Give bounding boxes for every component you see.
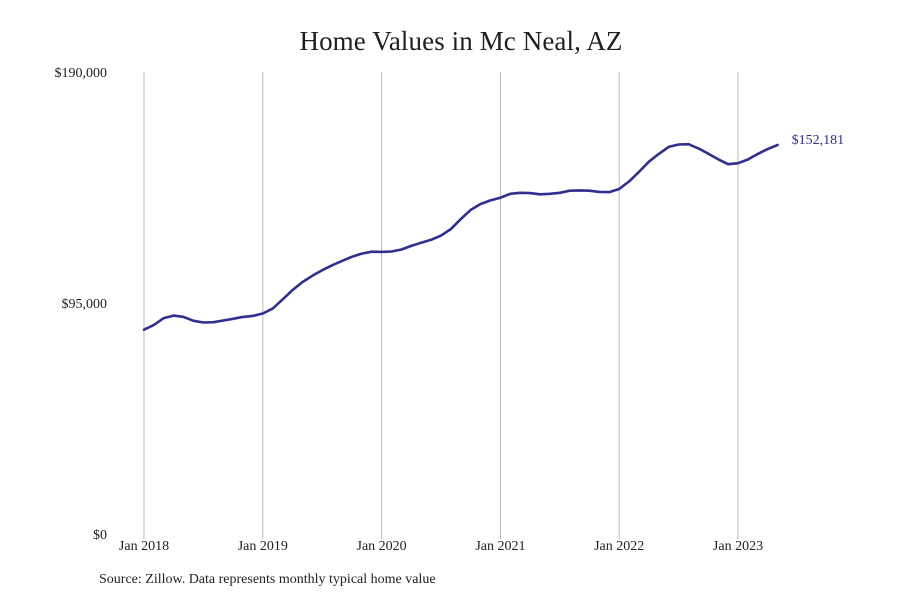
data-point: [648, 161, 650, 163]
series-layer: [142, 142, 779, 332]
data-point: [450, 228, 452, 230]
x-tick-label: Jan 2019: [238, 539, 288, 554]
data-point: [173, 314, 175, 316]
data-point: [737, 162, 739, 164]
data-point: [440, 234, 442, 236]
chart-title: Home Values in Mc Neal, AZ: [299, 26, 623, 56]
data-point: [767, 148, 769, 150]
data-point: [489, 199, 491, 201]
data-point: [519, 192, 521, 194]
data-point: [747, 158, 749, 160]
data-point: [291, 289, 293, 291]
data-point: [776, 144, 778, 146]
data-point: [420, 242, 422, 244]
data-point: [232, 318, 234, 320]
grid-layer: [143, 72, 739, 539]
data-point: [628, 180, 630, 182]
data-point: [539, 193, 541, 195]
data-point: [658, 153, 660, 155]
y-tick-label: $0: [93, 528, 107, 543]
x-axis-ticks: Jan 2018 Jan 2019 Jan 2020 Jan 2021 Jan 2022…: [119, 539, 763, 554]
data-point: [361, 252, 363, 254]
data-point: [182, 316, 184, 318]
data-point: [400, 248, 402, 250]
data-point: [668, 146, 670, 148]
data-point: [390, 250, 392, 252]
series-line: [142, 142, 779, 332]
data-point: [262, 312, 264, 314]
data-point: [281, 298, 283, 300]
end-value-label: $152,181: [792, 133, 845, 148]
data-point: [460, 218, 462, 220]
data-point: [588, 190, 590, 192]
data-point: [529, 192, 531, 194]
data-point: [163, 317, 165, 319]
x-tick-label: Jan 2018: [119, 539, 169, 554]
end-label-layer: $152,181: [792, 133, 845, 148]
data-point: [707, 153, 709, 155]
data-point: [470, 209, 472, 211]
data-point: [727, 163, 729, 165]
x-tick-label: Jan 2021: [475, 539, 525, 554]
y-tick-label: $190,000: [55, 66, 108, 81]
data-point: [301, 281, 303, 283]
data-point: [697, 147, 699, 149]
data-point: [252, 315, 254, 317]
x-tick-label: Jan 2020: [357, 539, 407, 554]
data-point: [430, 239, 432, 241]
data-point: [192, 320, 194, 322]
data-point: [479, 203, 481, 205]
data-point: [559, 192, 561, 194]
data-point: [371, 251, 373, 253]
data-point: [380, 251, 382, 253]
data-point: [153, 324, 155, 326]
data-point: [341, 260, 343, 262]
x-tick-label: Jan 2023: [713, 539, 763, 554]
data-point: [222, 319, 224, 321]
data-point: [202, 321, 204, 323]
data-point: [499, 197, 501, 199]
data-point: [272, 307, 274, 309]
data-point: [608, 191, 610, 193]
data-point: [677, 143, 679, 145]
y-axis-ticks: $190,000 $95,000 $0: [55, 66, 108, 543]
data-point: [410, 245, 412, 247]
data-point: [598, 191, 600, 193]
data-point: [717, 158, 719, 160]
data-point: [321, 269, 323, 271]
data-point: [242, 316, 244, 318]
y-tick-label: $95,000: [62, 297, 108, 312]
data-point: [687, 143, 689, 145]
data-point: [569, 190, 571, 192]
data-point: [757, 153, 759, 155]
data-point: [143, 329, 145, 331]
data-point: [509, 193, 511, 195]
x-tick-label: Jan 2022: [594, 539, 644, 554]
data-point: [311, 275, 313, 277]
data-point: [331, 264, 333, 266]
data-point: [578, 189, 580, 191]
data-point: [351, 256, 353, 258]
source-note: Source: Zillow. Data represents monthly …: [99, 572, 436, 587]
data-point: [549, 193, 551, 195]
data-point: [638, 171, 640, 173]
data-point: [618, 188, 620, 190]
data-point: [212, 321, 214, 323]
